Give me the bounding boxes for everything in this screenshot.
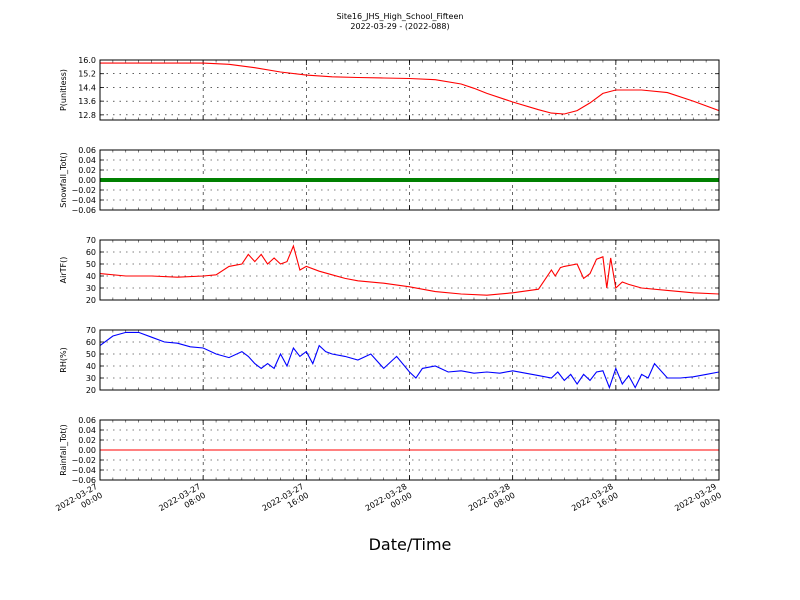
y-tick-label: 20: [86, 296, 96, 305]
y-tick-label: 0.02: [78, 166, 96, 175]
series-line: [100, 331, 719, 390]
y-tick-label: 0.04: [78, 426, 96, 435]
y-tick-label: 13.6: [78, 97, 96, 106]
x-tick-label: 2022-03-2900:00: [673, 482, 723, 522]
subplot-3: 70 60 50 40 30 20 AirTF(): [59, 236, 720, 305]
subplot-4: 70 60 50 40 30 20 RH(%): [59, 326, 720, 395]
y-tick-label: 20: [86, 386, 96, 395]
y-tick-label: 15.2: [78, 70, 96, 79]
y-tick-label: 50: [86, 350, 96, 359]
y-tick-label: 60: [86, 248, 96, 257]
axes-frame: [99, 149, 720, 211]
y-tick-label: 60: [86, 338, 96, 347]
axes-frame: [99, 239, 720, 301]
figure-title: Site16_JHS_High_School_Fifteen: [337, 12, 464, 21]
y-tick-label: −0.02: [71, 456, 96, 465]
y-tick-label: −0.06: [71, 476, 96, 485]
subplot-1: 16.0 15.2 14.4 13.6 12.8 P(unitless): [59, 56, 720, 121]
x-axis-label: Date/Time: [369, 535, 452, 554]
subplot-5: 0.060.040.020.00−0.02−0.04−0.06Rainfall_…: [59, 416, 720, 485]
y-tick-label: 14.4: [78, 83, 96, 92]
y-tick-label: 0.06: [78, 146, 96, 155]
y-axis-label: Snowfall_Tot(): [59, 152, 68, 208]
figure-subtitle: 2022-03-29 - (2022-088): [350, 22, 449, 31]
y-tick-label: 70: [86, 326, 96, 335]
y-axis-label: P(unitless): [59, 69, 68, 111]
axes-frame: [99, 329, 720, 391]
y-tick-label: 0.02: [78, 436, 96, 445]
y-tick-label: −0.06: [71, 206, 96, 215]
x-tick-label: 2022-03-2700:00: [54, 482, 104, 522]
axes-frame: [99, 419, 720, 481]
x-tick-label: 2022-03-2808:00: [467, 482, 517, 522]
y-tick-label: 0.06: [78, 416, 96, 425]
series-line: [100, 244, 719, 296]
y-tick-label: 40: [86, 362, 96, 371]
subplot-2: 0.060.040.020.00−0.02−0.04−0.06Snowfall_…: [59, 146, 720, 215]
x-tick-label: 2022-03-2716:00: [261, 482, 311, 522]
y-axis-label: RH(%): [59, 347, 68, 372]
y-tick-label: 50: [86, 260, 96, 269]
y-tick-label: −0.04: [71, 196, 96, 205]
x-tick-label: 2022-03-2800:00: [364, 482, 414, 522]
x-tick-labels: 2022-03-2700:00 2022-03-2708:00 2022-03-27…: [54, 482, 723, 522]
y-axis-label: Rainfall_Tot(): [59, 424, 68, 476]
series-line: [100, 62, 719, 115]
x-tick-label: 2022-03-2816:00: [570, 482, 620, 522]
y-tick-label: 30: [86, 284, 96, 293]
y-tick-label: 12.8: [78, 111, 96, 120]
y-tick-label: 70: [86, 236, 96, 245]
y-axis-label: AirTF(): [59, 257, 68, 284]
y-tick-label: 16.0: [78, 56, 96, 65]
y-tick-label: 0.04: [78, 156, 96, 165]
y-tick-label: −0.04: [71, 466, 96, 475]
y-tick-label: −0.02: [71, 186, 96, 195]
x-tick-label: 2022-03-2708:00: [157, 482, 207, 522]
y-tick-label: 0.00: [78, 446, 96, 455]
subplots: 16.015.214.413.612.8P(unitless)0.060.040…: [59, 56, 720, 485]
y-tick-label: 0.00: [78, 176, 96, 185]
y-tick-label: 30: [86, 374, 96, 383]
y-tick-label: 40: [86, 272, 96, 281]
axes-frame: [99, 59, 720, 121]
